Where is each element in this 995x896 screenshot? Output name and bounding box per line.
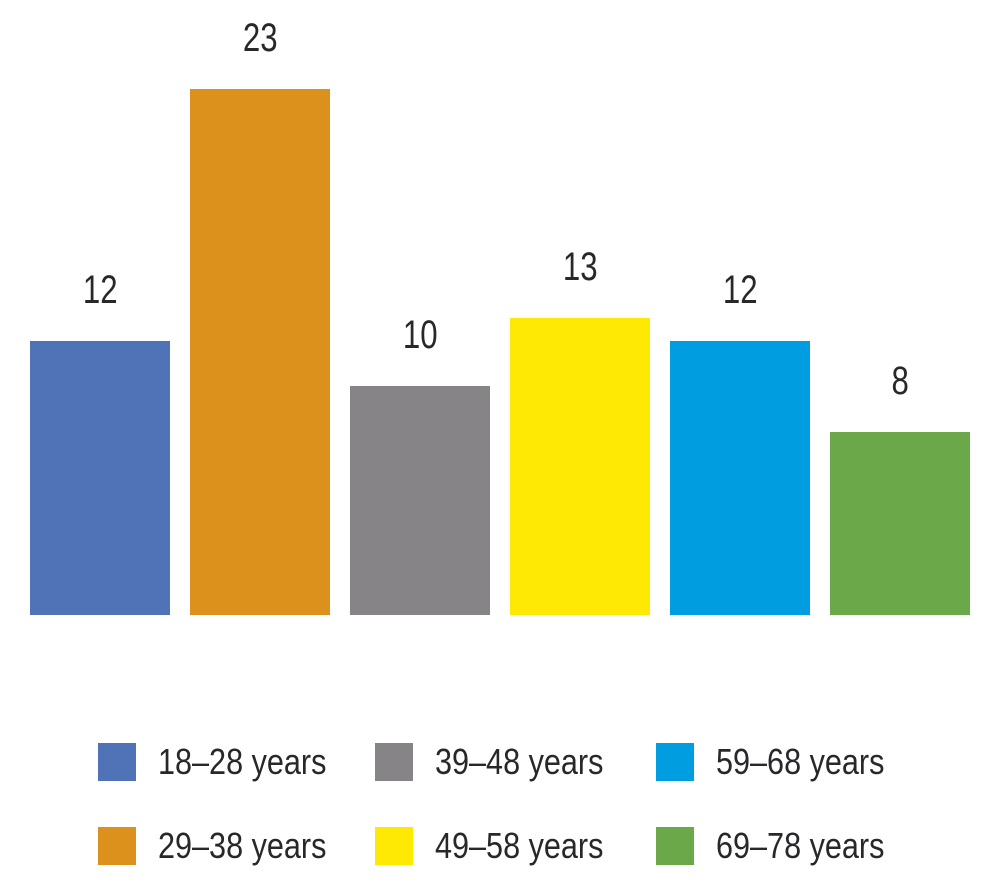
legend-swatch-29-38 [98, 827, 136, 865]
chart-legend: 18–28 years 39–48 years 59–68 years 29–3… [98, 743, 995, 865]
legend-swatch-59-68 [656, 743, 694, 781]
bar-value-label: 12 [82, 268, 118, 312]
bar-49-58-years [510, 318, 650, 615]
bar-value-label: 13 [562, 245, 598, 289]
bar-value-label: 10 [402, 313, 438, 357]
legend-item-29-38: 29–38 years [98, 827, 375, 865]
bar-value-label: 8 [891, 359, 909, 403]
bar-chart: 12 23 10 13 12 8 [30, 15, 970, 615]
legend-swatch-39-48 [375, 743, 413, 781]
legend-label: 39–48 years [435, 741, 604, 782]
bar-29-38-years [190, 89, 330, 615]
legend-label: 59–68 years [716, 741, 885, 782]
bar-value-label: 23 [242, 16, 278, 60]
legend-swatch-18-28 [98, 743, 136, 781]
legend-item-49-58: 49–58 years [375, 827, 656, 865]
legend-item-59-68: 59–68 years [656, 743, 995, 781]
bar-column-18-28: 12 [30, 267, 170, 615]
bar-column-49-58: 13 [510, 244, 650, 615]
legend-label: 18–28 years [158, 741, 327, 782]
bar-column-69-78: 8 [830, 358, 970, 615]
bar-value-label: 12 [722, 268, 758, 312]
legend-label: 29–38 years [158, 825, 327, 866]
legend-label: 49–58 years [435, 825, 604, 866]
bar-69-78-years [830, 432, 970, 615]
legend-item-39-48: 39–48 years [375, 743, 656, 781]
legend-item-69-78: 69–78 years [656, 827, 995, 865]
bar-column-39-48: 10 [350, 312, 490, 615]
bar-column-29-38: 23 [190, 15, 330, 615]
legend-swatch-69-78 [656, 827, 694, 865]
bar-59-68-years [670, 341, 810, 615]
bar-39-48-years [350, 386, 490, 615]
legend-swatch-49-58 [375, 827, 413, 865]
legend-label: 69–78 years [716, 825, 885, 866]
bar-18-28-years [30, 341, 170, 615]
legend-item-18-28: 18–28 years [98, 743, 375, 781]
bar-column-59-68: 12 [670, 267, 810, 615]
